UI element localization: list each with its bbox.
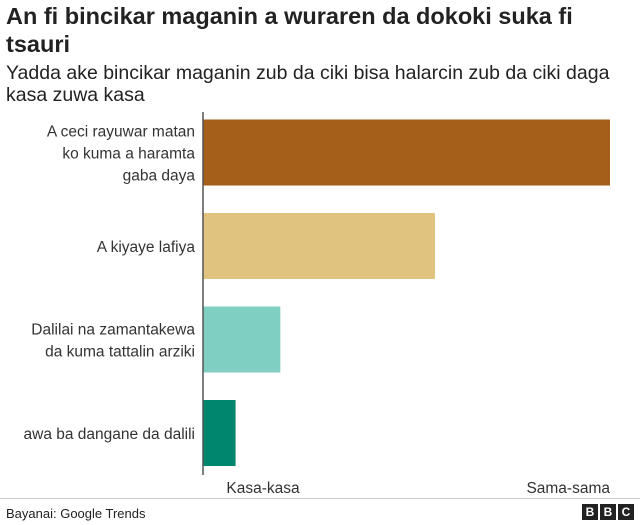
bbc-logo: B B C [582, 504, 634, 520]
source-note: Bayanai: Google Trends [6, 506, 146, 521]
footer-divider [0, 498, 640, 499]
chart-subtitle: Yadda ake bincikar maganin zub da ciki b… [6, 62, 610, 106]
category-label-2-line-1: A kiyaye lafiya [97, 239, 196, 256]
x-axis-low-label: Kasa-kasa [226, 480, 300, 497]
category-label-1-line-3: gaba daya [123, 168, 196, 185]
bar-1 [203, 119, 610, 186]
category-label-3-line-2: da kuma tattalin arziki [45, 344, 195, 361]
logo-letter-b1: B [582, 504, 598, 520]
logo-letter-c: C [618, 504, 634, 520]
logo-letter-b2: B [600, 504, 616, 520]
category-label-3-line-1: Dalilai na zamantakewa [31, 322, 195, 339]
bar-chart: A ceci rayuwar matan ko kuma a haramta gab… [24, 112, 610, 497]
chart-title: An fi bincikar maganin a wuraren da doko… [6, 3, 573, 57]
x-axis-high-label: Sama-sama [526, 480, 610, 497]
category-label-1-line-1: A ceci rayuwar matan [47, 124, 195, 141]
bar-4 [203, 400, 236, 466]
bar-3 [203, 306, 281, 373]
bar-2 [203, 213, 435, 279]
category-label-1-line-2: ko kuma a haramta [62, 146, 195, 163]
category-label-4-line-1: awa ba dangane da dalili [24, 426, 196, 443]
